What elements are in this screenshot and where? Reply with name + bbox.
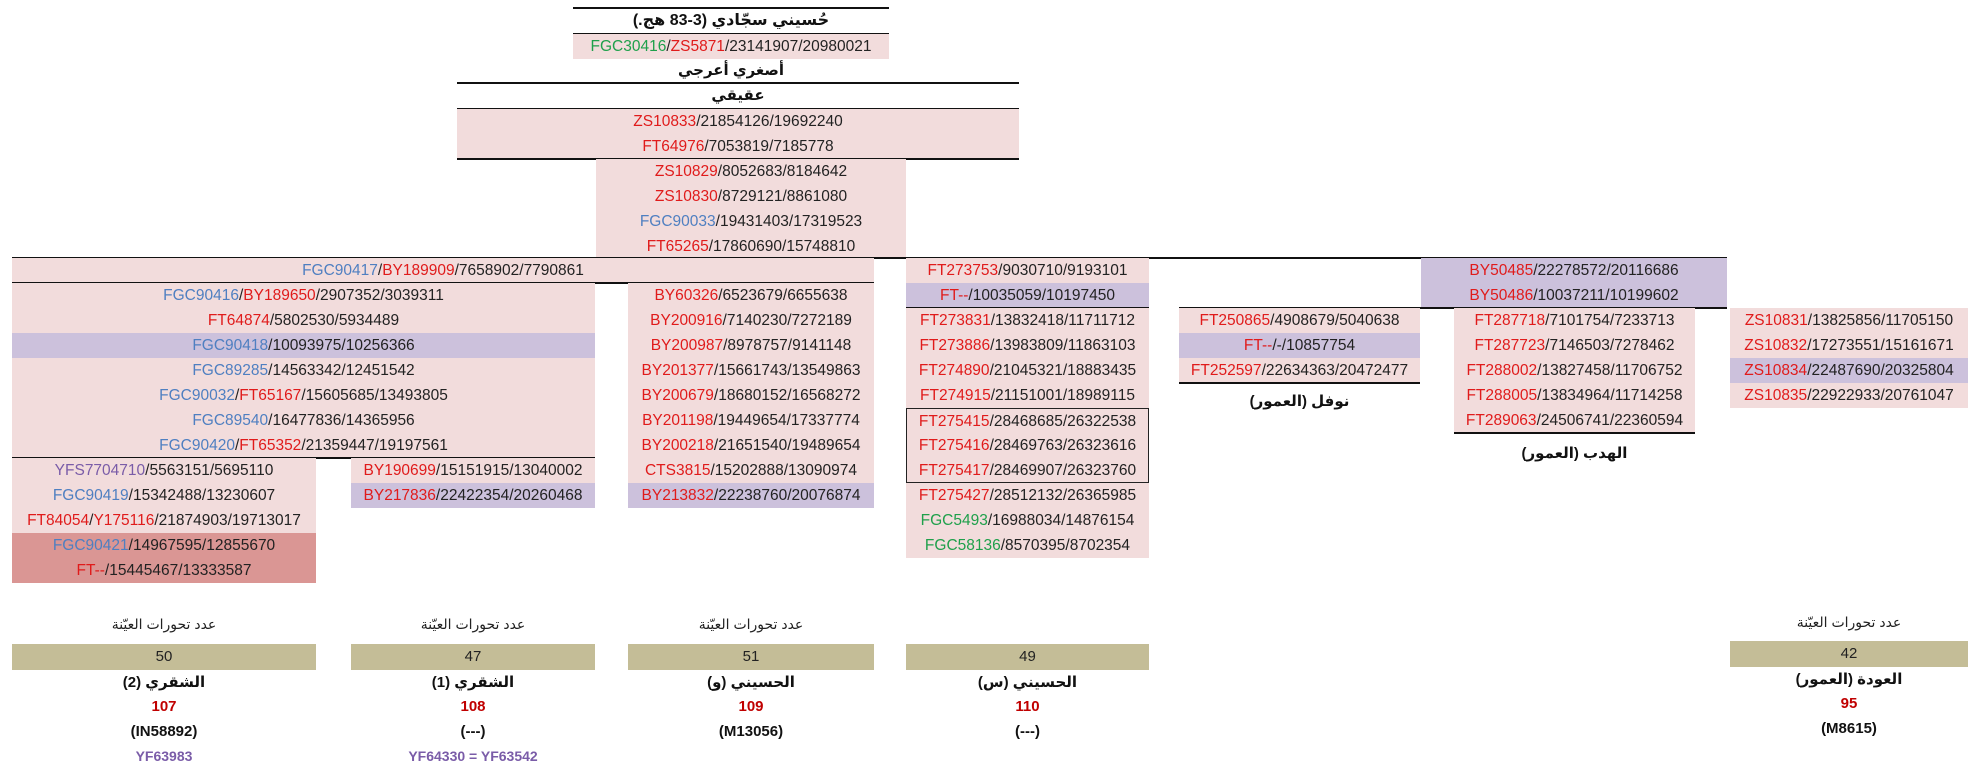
sample-name: الشقري (1): [431, 674, 515, 691]
sample-count-caption: عدد تحورات العيّنة: [420, 616, 526, 632]
snp-row: FT274890/21045321/18883435: [906, 358, 1149, 383]
snp-row: BY60326/6523679/6655638: [628, 283, 874, 308]
snp-row: BY200916/7140230/7272189: [628, 308, 874, 333]
snp-row: FGC90418/10093975/10256366: [12, 333, 595, 358]
snp-row: FT288002/13827458/11706752: [1454, 358, 1695, 383]
snp-row: FT275427/28512132/26365985: [906, 483, 1149, 508]
snp-row: YFS7704710/5563151/5695110: [12, 458, 316, 483]
snp-row: BY201377/15661743/13549863: [628, 358, 874, 383]
snp-row: FGC90419/15342488/13230607: [12, 483, 316, 508]
snp-row: FT287718/7101754/7233713: [1454, 308, 1695, 333]
sample-haplogroup: (---): [460, 723, 486, 740]
snp-row: FGC89540/16477836/14365956: [12, 408, 595, 433]
sample-haplogroup: (M8615): [1821, 720, 1877, 737]
sample-yf-id: YF63983: [135, 748, 193, 764]
sample-haplogroup: (IN58892): [130, 723, 198, 740]
snp-row: ZS10831/13825856/11705150: [1730, 308, 1968, 333]
snp-row: CTS3815/15202888/13090974: [628, 458, 874, 483]
snp-row: FGC90421/14967595/12855670: [12, 533, 316, 558]
snp-row: FGC90033/19431403/17319523: [596, 209, 906, 234]
sample-number: 95: [1840, 695, 1858, 712]
snp-row: FT252597/22634363/20472477: [1179, 358, 1420, 383]
sample-number: 110: [1015, 698, 1040, 715]
snp-row: FT275417/28469907/26323760: [906, 458, 1149, 483]
divider: [1454, 432, 1695, 434]
snp-row: FT289063/24506741/22360594: [1454, 408, 1695, 433]
snp-row: BY200679/18680152/16568272: [628, 383, 874, 408]
snp-row: FT64976/7053819/7185778: [457, 134, 1019, 159]
lineage-name-hadab: الهدب (العمور): [1521, 445, 1628, 462]
snp-row: ZS10829/8052683/8184642: [596, 159, 906, 184]
snp-row: ZS10835/22922933/20761047: [1730, 383, 1968, 408]
sample-count-caption: عدد تحورات العيّنة: [111, 616, 217, 632]
sample-count-value: 51: [628, 644, 874, 670]
snp-row: FT250865/4908679/5040638: [1179, 308, 1420, 333]
snp-row: BY200218/21651540/19489654: [628, 433, 874, 458]
snp-row: FT275416/28469763/26323616: [906, 433, 1149, 458]
snp-row: FT273753/9030710/9193101: [906, 258, 1149, 283]
root-title: حُسيني سجّادي (3-83 هج.): [632, 12, 830, 29]
sample-haplogroup: (M13056): [718, 723, 784, 740]
snp-row: FGC58136/8570395/8702354: [906, 533, 1149, 558]
snp-row: BY213832/22238760/20076874: [628, 483, 874, 508]
snp-row: FGC90416/BY189650/2907352/3039311: [12, 283, 595, 308]
snp-row: BY190699/15151915/13040002: [351, 458, 595, 483]
sample-yf-id: YF64330 = YF63542: [408, 748, 538, 764]
snp-row: FT65265/17860690/15748810: [596, 234, 906, 259]
snp-row: BY217836/22422354/20260468: [351, 483, 595, 508]
amour-header-snp: BY50486/10037211/10199602: [1421, 283, 1727, 308]
snp-row: BY201198/19449654/17337774: [628, 408, 874, 433]
snp-row: ZS10832/17273551/15161671: [1730, 333, 1968, 358]
lineage-name-asghari: أصغري أعرجي: [677, 62, 785, 79]
sample-haplogroup: (---): [1015, 723, 1040, 740]
sample-count-value: 42: [1730, 641, 1968, 667]
snp-row: FT--/15445467/13333587: [12, 558, 316, 583]
sample-count-value: 47: [351, 644, 595, 670]
snp-row: FT274915/21151001/18989115: [906, 383, 1149, 408]
snp-row: FT--/-/10857754: [1179, 333, 1420, 358]
snp-row: FT287723/7146503/7278462: [1454, 333, 1695, 358]
snp-row: FT273886/13983809/11863103: [906, 333, 1149, 358]
divider: [1179, 382, 1420, 384]
sample-name: العودة (العمور): [1795, 671, 1903, 688]
snp-row: ZS10830/8729121/8861080: [596, 184, 906, 209]
divider: [1179, 307, 1727, 309]
snp-row: FGC90420/FT65352/21359447/19197561: [12, 433, 595, 458]
root-snp: FGC30416/ZS5871/23141907/20980021: [573, 34, 889, 59]
snp-row: ZS10833/21854126/19692240: [457, 109, 1019, 134]
sample-number: 109: [738, 698, 764, 715]
snp-row: FT84054/Y175116/21874903/19713017: [12, 508, 316, 533]
snp-row: FGC5493/16988034/14876154: [906, 508, 1149, 533]
snp-row: FT275415/28468685/26322538: [906, 408, 1149, 433]
sample-count-caption: عدد تحورات العيّنة: [698, 616, 804, 632]
snp-row: FT288005/13834964/11714258: [1454, 383, 1695, 408]
divider: [457, 82, 1019, 84]
shaqri-header-snp: FGC90417/BY189909/7658902/7790861: [12, 258, 874, 283]
snp-row: FGC89285/14563342/12451542: [12, 358, 595, 383]
sample-name: الحسيني (س): [977, 674, 1078, 691]
sample-number: 108: [460, 698, 486, 715]
sample-count-caption: عدد تحورات العيّنة: [1796, 614, 1902, 630]
snp-row: FT64874/5802530/5934489: [12, 308, 595, 333]
lineage-name-aqiqi: عقيقي: [711, 87, 765, 104]
sample-name: الشقري (2): [122, 674, 206, 691]
divider: [573, 7, 889, 9]
amour-header-snp: BY50485/22278572/20116686: [1421, 258, 1727, 283]
snp-row: FT273831/13832418/11711712: [906, 308, 1149, 333]
snp-row: BY200987/8978757/9141148: [628, 333, 874, 358]
sample-count-value: 49: [906, 644, 1149, 670]
snp-row: ZS10834/22487690/20325804: [1730, 358, 1968, 383]
snp-row: FGC90032/FT65167/15605685/13493805: [12, 383, 595, 408]
sample-number: 107: [151, 698, 177, 715]
lineage-name-nawfal: نوفل (العمور): [1249, 393, 1350, 410]
sample-count-value: 50: [12, 644, 316, 670]
sample-name: الحسيني (و): [707, 674, 795, 691]
snp-row: FT--/10035059/10197450: [906, 283, 1149, 308]
